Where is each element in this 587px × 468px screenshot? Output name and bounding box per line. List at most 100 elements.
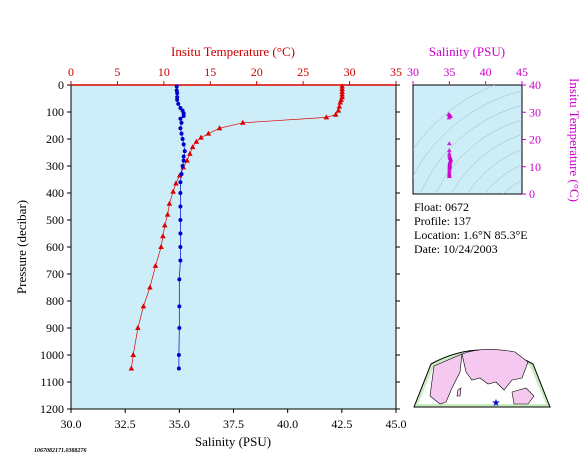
salinity-point <box>180 137 185 141</box>
salinity-point <box>182 149 187 154</box>
temperature-point <box>332 111 339 117</box>
pressure-tick-label: 600 <box>46 240 64 254</box>
salinity-point <box>177 304 182 309</box>
float-location: Location: 1.6°N 85.3°E <box>414 228 528 242</box>
map-land-africa <box>429 353 463 405</box>
temperature-point <box>339 86 345 92</box>
temperature-point <box>140 303 147 309</box>
temperature-tick-label: 0 <box>68 65 74 79</box>
temperature-point <box>164 211 171 217</box>
temperature-point <box>335 107 342 113</box>
salinity-point <box>180 164 185 168</box>
location-map: ★ <box>413 349 551 409</box>
pressure-tick-label: 1200 <box>40 402 64 416</box>
salinity-point <box>176 366 181 371</box>
temperature-point <box>337 99 344 105</box>
ts-x-tick-label: 35 <box>443 65 455 79</box>
salinity-point <box>178 191 183 195</box>
salinity-point <box>176 101 181 106</box>
temperature-point <box>198 134 204 140</box>
salinity-point <box>181 154 186 159</box>
temperature-point <box>147 284 153 290</box>
map-land-australia <box>511 387 535 405</box>
pressure-tick-label: 0 <box>58 78 64 92</box>
temperature-tick-label: 10 <box>158 65 170 79</box>
ts-x-tick-label: 30 <box>407 65 419 79</box>
salinity-point <box>179 120 184 125</box>
ts-point <box>446 115 452 120</box>
ts-x-tick-label: 45 <box>516 65 528 79</box>
salinity-point <box>181 142 186 147</box>
salinity-point <box>177 326 182 330</box>
temperature-point <box>339 88 345 94</box>
salinity-point <box>177 277 182 282</box>
temperature-tick-label: 15 <box>204 65 216 79</box>
temperature-point <box>339 83 345 89</box>
temperature-point <box>161 222 168 228</box>
temperature-point <box>158 244 164 249</box>
salinity-point <box>174 84 179 89</box>
temperature-tick-label: 25 <box>297 65 309 79</box>
salinity-point <box>178 105 183 110</box>
temperature-point <box>160 233 166 239</box>
salinity-tick-label: 32.5 <box>115 417 136 431</box>
temperature-point <box>128 365 135 371</box>
main-plot-area <box>70 84 397 410</box>
pressure-tick-label: 800 <box>46 294 64 308</box>
salinity-point <box>178 116 183 121</box>
salinity-tick-label: 35.0 <box>169 417 190 431</box>
pressure-tick-label: 500 <box>46 213 64 227</box>
salinity-tick-label: 40.0 <box>277 417 298 431</box>
float-location-star-icon: ★ <box>492 398 501 409</box>
salinity-point <box>178 258 183 263</box>
temperature-tick-label: 35 <box>390 65 402 79</box>
ts-temperature-title: Insitu Temperature (°C) <box>567 78 582 202</box>
pressure-tick-label: 400 <box>46 186 64 200</box>
pressure-tick-label: 100 <box>46 105 64 119</box>
pressure-tick-label: 300 <box>46 159 64 173</box>
temperature-tick-label: 5 <box>114 65 120 79</box>
temperature-point <box>205 130 212 136</box>
ts-y-tick-label: 10 <box>529 160 541 174</box>
salinity-point <box>181 114 186 119</box>
salinity-tick-label: 37.5 <box>223 417 244 431</box>
temperature-point <box>323 114 330 120</box>
ts-plot-area <box>412 84 523 195</box>
ts-point <box>447 173 452 178</box>
temperature-point <box>239 119 246 125</box>
temperature-point <box>152 262 159 268</box>
temperature-point <box>135 325 141 330</box>
footer-id: 1067082171.0388276 <box>34 448 87 454</box>
ts-point <box>447 141 452 146</box>
ts-point <box>447 151 452 156</box>
profile-date: Date: 10/24/2003 <box>414 242 498 256</box>
pressure-tick-label: 900 <box>46 321 64 335</box>
pressure-tick-label: 200 <box>46 132 64 146</box>
salinity-point <box>179 131 184 136</box>
pressure-tick-label: 1000 <box>40 348 64 362</box>
temperature-point <box>166 200 173 206</box>
ts-y-tick-label: 20 <box>529 133 541 147</box>
salinity-tick-label: 42.5 <box>331 417 352 431</box>
temperature-point <box>216 125 223 131</box>
temperature-point <box>189 144 196 150</box>
temperature-point <box>184 157 190 163</box>
salinity-point <box>178 126 183 131</box>
profile-number: Profile: 137 <box>414 214 471 228</box>
ts-y-tick-label: 30 <box>529 105 541 119</box>
map-land-madagascar <box>456 387 462 397</box>
temperature-tick-label: 20 <box>251 65 263 79</box>
ts-contour-line <box>492 184 587 324</box>
salinity-point <box>178 218 183 222</box>
salinity-point <box>178 180 183 185</box>
temperature-point <box>130 352 137 357</box>
salinity-point <box>181 158 186 163</box>
ts-x-tick-label: 40 <box>480 65 492 79</box>
salinity-axis-title: Salinity (PSU) <box>195 434 271 449</box>
salinity-point <box>175 97 180 102</box>
salinity-tick-label: 30.0 <box>61 417 82 431</box>
salinity-tick-label: 45.0 <box>386 417 407 431</box>
pressure-tick-label: 1100 <box>40 375 64 389</box>
ts-y-tick-label: 0 <box>529 187 535 201</box>
